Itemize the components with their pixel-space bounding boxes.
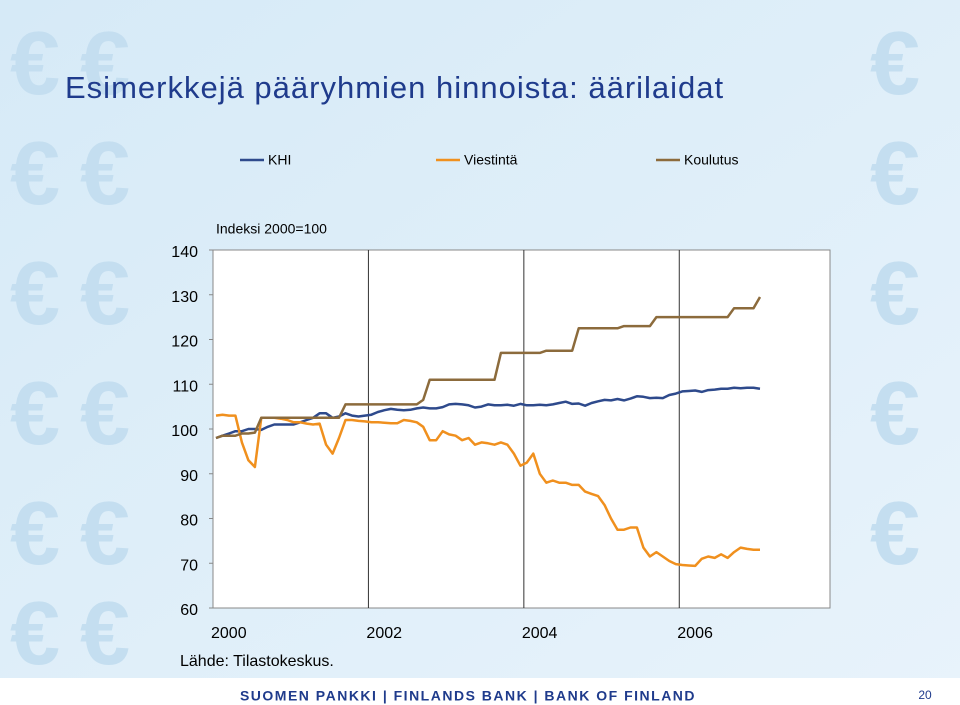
svg-text:€: € — [80, 124, 130, 224]
x-tick-label: 2006 — [677, 625, 713, 642]
svg-text:€: € — [80, 484, 130, 584]
svg-text:€: € — [10, 124, 60, 224]
svg-text:€: € — [80, 14, 130, 114]
legend-label: Viestintä — [464, 152, 518, 168]
plot-area — [212, 249, 831, 609]
y-tick-label: 90 — [180, 468, 198, 485]
euro-pattern: € €€ € € €€ € € €€ € €€€€€ — [10, 14, 920, 684]
series-line — [215, 413, 760, 568]
y-tick-label: 70 — [180, 557, 198, 574]
svg-text:€: € — [10, 244, 60, 344]
legend-label: Koulutus — [684, 152, 738, 168]
svg-text:€: € — [870, 364, 920, 464]
svg-text:€: € — [870, 484, 920, 584]
x-tick-label: 2000 — [211, 625, 247, 642]
series-line — [215, 296, 762, 440]
svg-text:€: € — [10, 364, 60, 464]
svg-text:€: € — [10, 14, 60, 114]
y-tick-label: 130 — [171, 289, 198, 306]
x-tick-label: 2002 — [366, 625, 402, 642]
legend-label: KHI — [268, 152, 291, 168]
slide-title: Esimerkkejä pääryhmien hinnoista: äärila… — [65, 70, 724, 105]
y-tick-label: 80 — [180, 513, 198, 530]
svg-text:€: € — [870, 124, 920, 224]
x-tick-label: 2004 — [522, 625, 558, 642]
svg-text:€: € — [870, 244, 920, 344]
y-tick-label: 110 — [172, 378, 198, 395]
svg-text:€: € — [80, 584, 130, 684]
footer-text: SUOMEN PANKKI | FINLANDS BANK | BANK OF … — [240, 688, 696, 704]
y-tick-label: 60 — [180, 602, 198, 619]
svg-text:€: € — [10, 484, 60, 584]
y-tick-label: 140 — [171, 244, 198, 261]
svg-text:€: € — [80, 364, 130, 464]
y-tick-label: 100 — [171, 423, 198, 440]
footer-bar — [0, 678, 960, 705]
svg-text:€: € — [80, 244, 130, 344]
svg-text:€: € — [870, 14, 920, 114]
y-axis-label: Indeksi 2000=100 — [216, 221, 327, 237]
svg-text:€: € — [10, 584, 60, 684]
page-number: 20 — [918, 688, 932, 702]
source: Lähde: Tilastokeskus. — [180, 653, 334, 670]
series-line — [215, 386, 761, 440]
y-tick-label: 120 — [171, 334, 198, 351]
